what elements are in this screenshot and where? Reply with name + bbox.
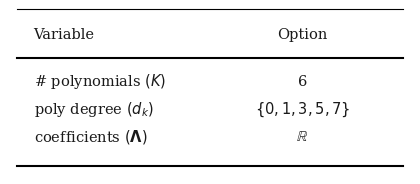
Text: # polynomials $(K)$: # polynomials $(K)$ (34, 72, 165, 91)
Text: $\mathbb{R}$: $\mathbb{R}$ (297, 130, 308, 144)
Text: poly degree $(d_k)$: poly degree $(d_k)$ (34, 100, 153, 119)
Text: Variable: Variable (34, 28, 94, 42)
Text: coefficients $(\mathbf{\Lambda})$: coefficients $(\mathbf{\Lambda})$ (34, 128, 147, 146)
Text: $\{0,1,3,5,7\}$: $\{0,1,3,5,7\}$ (255, 100, 350, 119)
Text: 6: 6 (298, 75, 307, 89)
Text: Option: Option (277, 28, 328, 42)
